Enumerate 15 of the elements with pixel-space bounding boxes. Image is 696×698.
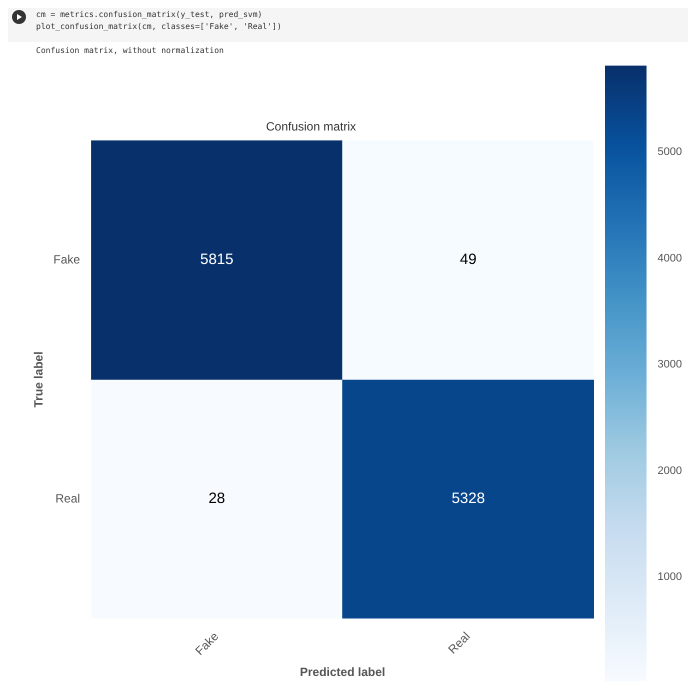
y-axis-title: True label	[32, 351, 46, 408]
data-label: 5328	[452, 490, 485, 508]
data-label: 28	[208, 490, 226, 508]
x-axis-title: Predicted label	[300, 665, 386, 680]
text: plot_confusion_matrix(cm, classes=['Fake', 'Real'])	[36, 21, 282, 33]
color-bar-label: 1000	[658, 571, 682, 584]
data-label: 49	[460, 251, 477, 268]
color-bar-label: 2000	[658, 464, 682, 477]
color-bar-label: 5000	[658, 146, 682, 158]
chart-title: Confusion matrix	[266, 120, 356, 134]
color-bar-label: 3000	[658, 358, 682, 371]
data-label: 5815	[200, 251, 234, 268]
text: cm = metrics.confusion_matrix(y_test, pred_svm)	[36, 9, 264, 21]
color-bar-label: 4000	[658, 252, 682, 264]
text: Confusion matrix, without normalization	[36, 46, 224, 55]
